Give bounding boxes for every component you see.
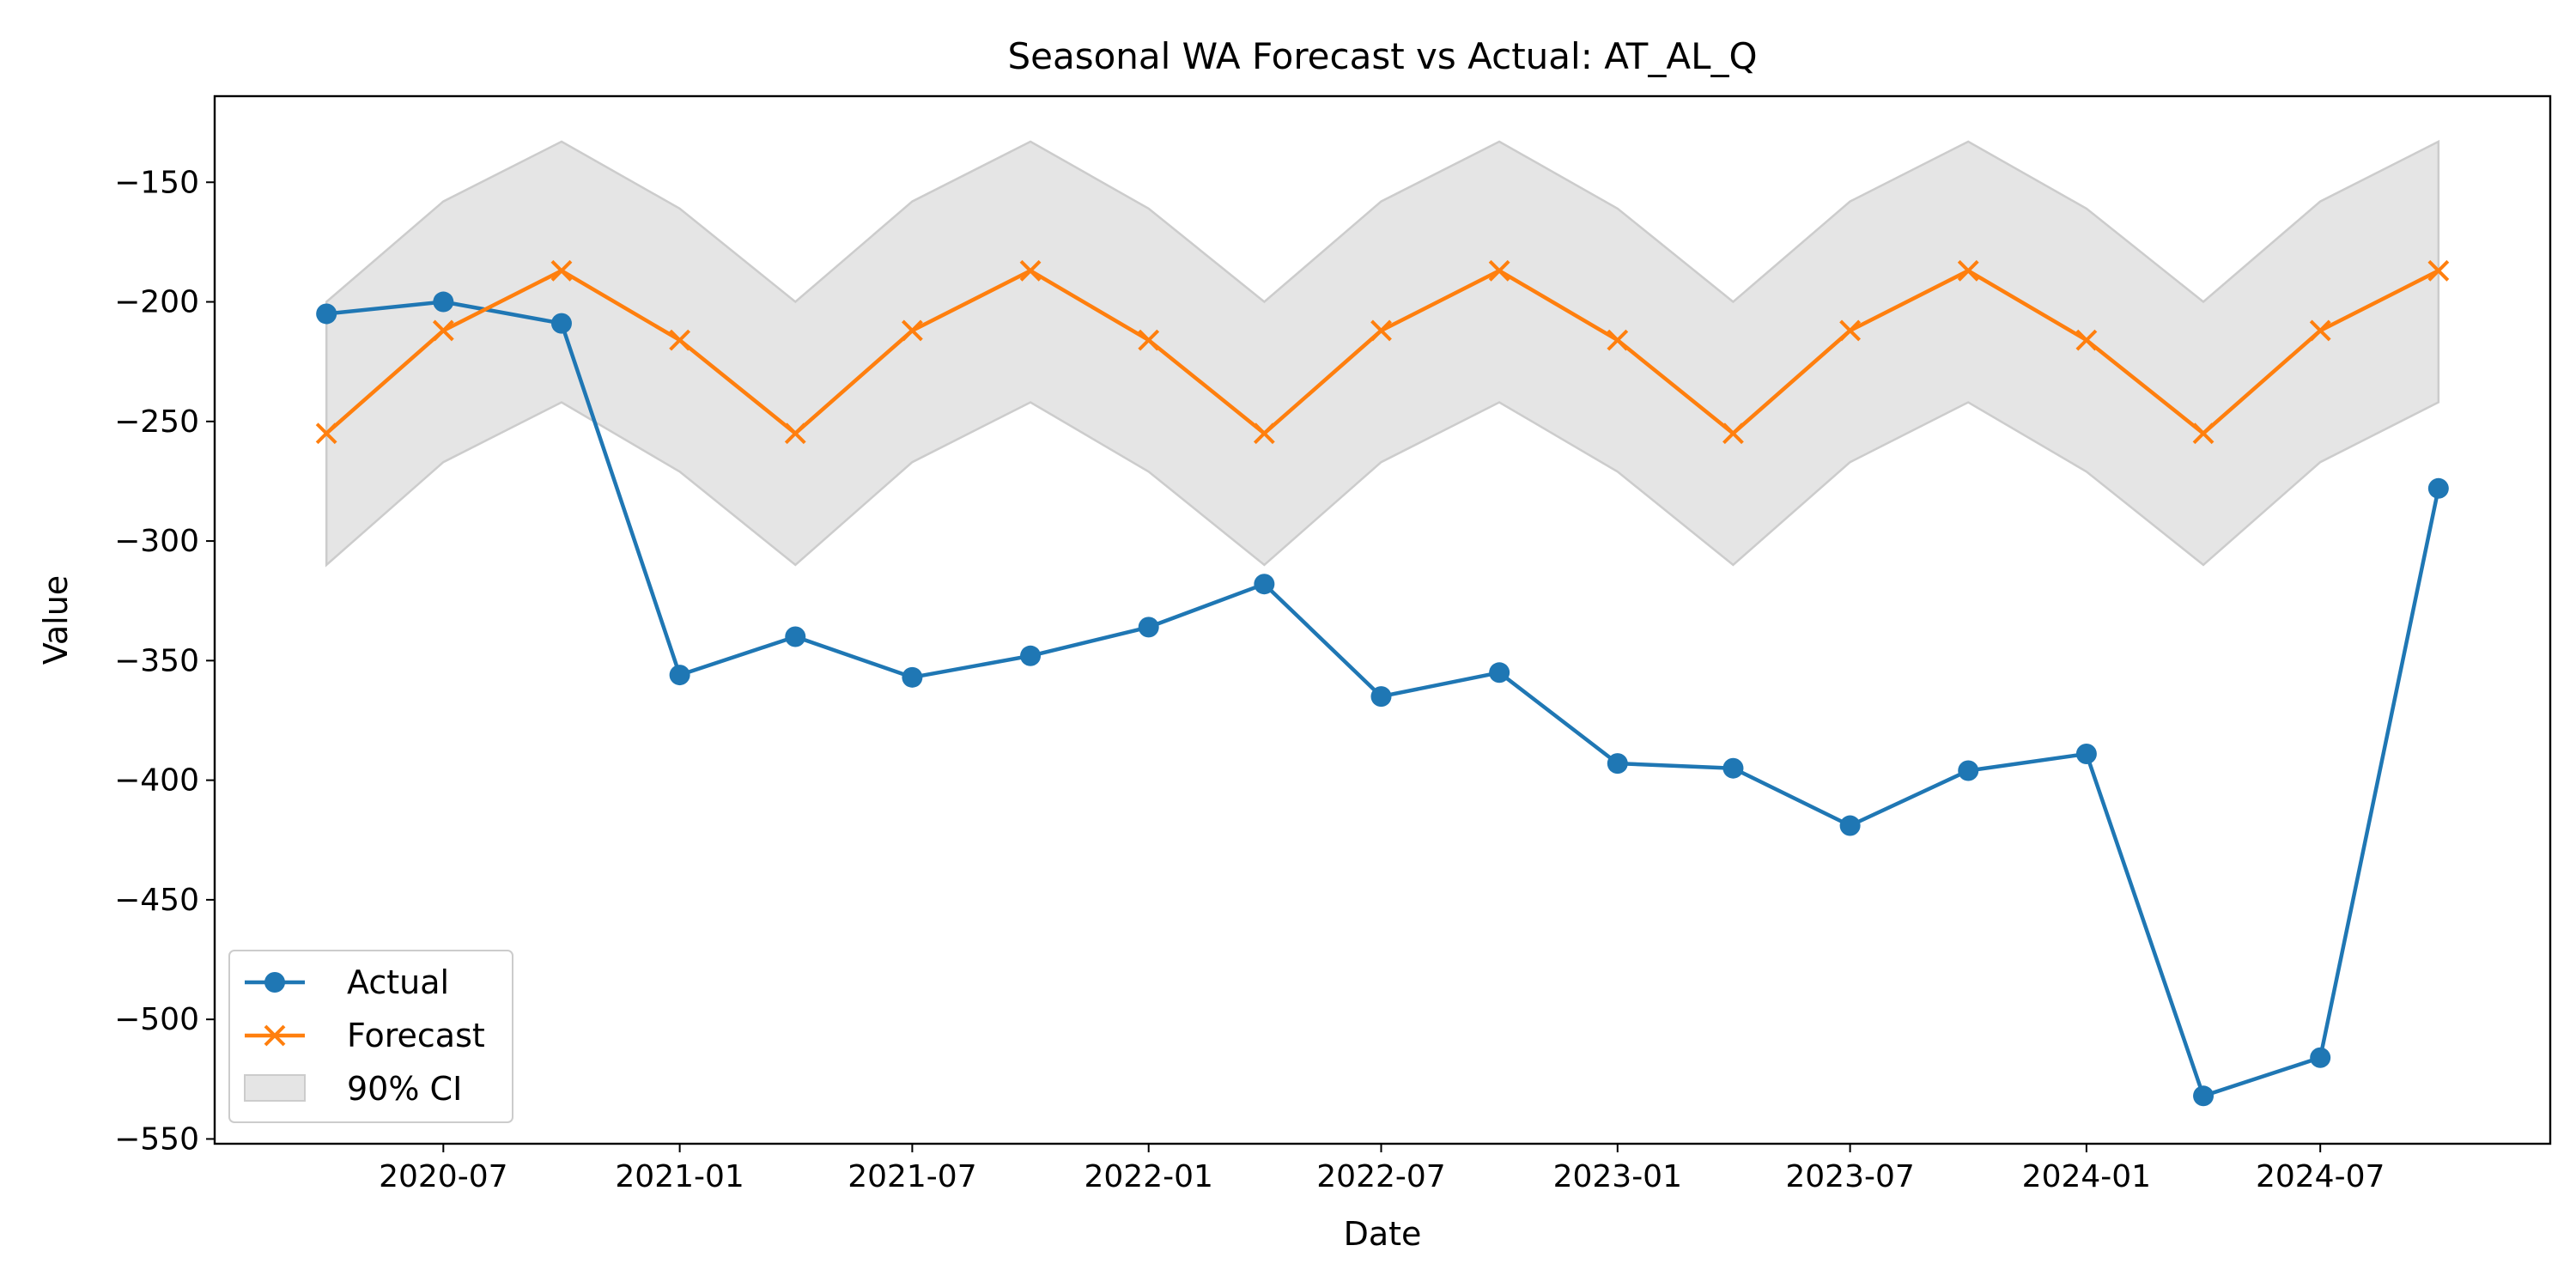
confidence-band (325, 139, 2440, 568)
y-tick-label: −200 (114, 285, 199, 320)
y-tick-label: −250 (114, 404, 199, 440)
x-tick-label: 2023-07 (1785, 1159, 1914, 1194)
forecast-point (1722, 422, 1744, 445)
y-tick-label: −450 (114, 883, 199, 918)
actual-point (2193, 1085, 2215, 1107)
actual-point (316, 303, 337, 325)
forecast-point (901, 319, 923, 342)
forecast-point (1138, 329, 1160, 351)
forecast-point (784, 422, 806, 445)
forecast-point (2192, 422, 2215, 445)
legend-label: Actual (347, 963, 449, 1001)
legend-swatch-marker (264, 1024, 286, 1047)
forecast-point (1253, 422, 1275, 445)
actual-point (902, 666, 923, 688)
x-axis-label: Date (1344, 1215, 1422, 1253)
actual-point (433, 291, 454, 313)
actual-point (669, 665, 690, 686)
x-tick-label: 2023-01 (1553, 1159, 1682, 1194)
forecast-point (432, 319, 454, 342)
forecast-point (1370, 319, 1392, 342)
forecast-point (669, 329, 691, 351)
y-tick-label: −500 (114, 1002, 199, 1037)
x-tick-label: 2021-01 (615, 1159, 744, 1194)
forecast-point (1488, 259, 1510, 282)
forecast-point (2309, 319, 2331, 342)
actual-point (2427, 477, 2449, 499)
chart-title: Seasonal WA Forecast vs Actual: AT_AL_Q (1007, 35, 1757, 77)
y-tick-label: −350 (114, 643, 199, 678)
actual-point (1020, 645, 1042, 666)
legend-swatch-marker (264, 972, 285, 993)
y-tick-label: −550 (114, 1121, 199, 1157)
x-tick-label: 2021-07 (848, 1159, 976, 1194)
forecast-point (2427, 259, 2450, 282)
actual-series (316, 291, 2449, 1107)
series-layer (315, 259, 2450, 1107)
y-tick-label: −400 (114, 763, 199, 799)
x-tick-label: 2022-01 (1084, 1159, 1212, 1194)
y-axis: −150 −200 −250 −300 −350 −400 −450 −500 −550 (114, 165, 215, 1157)
actual-point (1722, 757, 1744, 779)
forecast-point (1607, 329, 1629, 351)
x-tick-label: 2022-07 (1316, 1159, 1445, 1194)
plot-frame (213, 94, 2552, 1145)
confidence-band-layer (325, 139, 2440, 568)
actual-point (1138, 617, 1159, 638)
actual-point (2075, 743, 2097, 764)
forecast-point (550, 259, 573, 282)
legend-label: Forecast (347, 1017, 485, 1054)
actual-point (2310, 1047, 2331, 1068)
x-axis: 2020-07 2021-01 2021-07 2022-01 2022-07 2023-… (379, 1144, 2385, 1194)
actual-point (1254, 574, 1275, 595)
legend-swatch-band (244, 1074, 306, 1102)
actual-point (550, 313, 572, 334)
y-tick-label: −300 (114, 524, 199, 559)
legend: Actual Forecast 90% CI (228, 950, 513, 1123)
x-tick-label: 2024-07 (2256, 1159, 2385, 1194)
forecast-point (1839, 319, 1862, 342)
forecast-point (2075, 329, 2098, 351)
y-axis-label: Value (37, 575, 75, 665)
y-tick-label: −150 (114, 165, 199, 200)
x-tick-label: 2024-01 (2022, 1159, 2151, 1194)
actual-point (1607, 753, 1628, 775)
forecast-series (315, 259, 2450, 445)
actual-point (1489, 662, 1510, 683)
forecast-point (1957, 259, 1979, 282)
actual-point (1958, 760, 1979, 781)
forecast-point (1019, 259, 1042, 282)
forecast-point (315, 422, 337, 445)
actual-point (785, 626, 806, 647)
legend-label: 90% CI (347, 1070, 462, 1108)
actual-point (1370, 686, 1392, 708)
actual-point (1839, 815, 1861, 836)
x-tick-label: 2020-07 (379, 1159, 507, 1194)
